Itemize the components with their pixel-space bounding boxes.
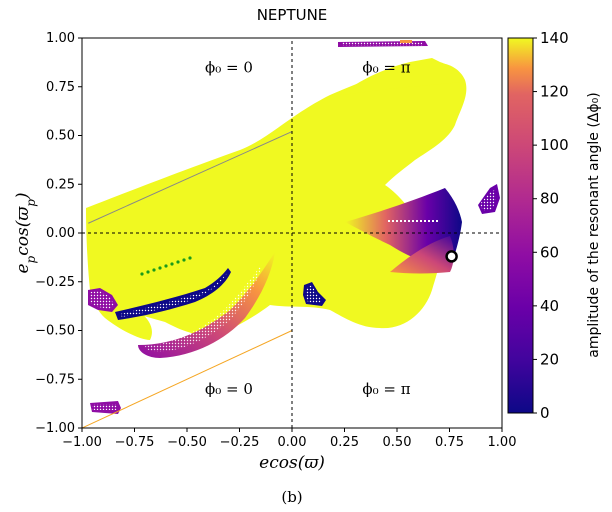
figure-caption: (b) <box>281 488 302 506</box>
region-label: ϕ₀ = π <box>362 58 410 76</box>
gray-line <box>88 131 293 224</box>
y-axis-label: epcos(ϖp) <box>13 192 38 273</box>
y-tick-label: −0.25 <box>35 275 75 290</box>
resonance-wedge-tail <box>390 236 454 274</box>
planet-marker <box>445 250 458 263</box>
island-far-right-dots <box>480 190 496 211</box>
y-tick-label: 0.75 <box>46 80 75 95</box>
x-tick-label: 0.00 <box>278 435 307 450</box>
colorbar-tick-label: 40 <box>540 297 559 315</box>
orange-line <box>82 330 293 428</box>
x-tick-label: 0.25 <box>330 435 359 450</box>
colorbar-ticks: 0 20 40 60 80 100 120 140 <box>533 29 569 422</box>
top-strip-orange <box>400 40 412 43</box>
colorbar-tick-label: 60 <box>540 243 559 261</box>
y-tick-label: 1.00 <box>46 31 75 46</box>
resonance-band-dots <box>145 264 262 352</box>
x-tick-label: −0.50 <box>167 435 207 450</box>
island-left-dots <box>90 291 114 309</box>
plot-area <box>82 38 502 428</box>
chart-title: NEPTUNE <box>257 6 328 24</box>
colorbar <box>507 37 534 414</box>
colorbar-tick-label: 0 <box>540 404 550 422</box>
x-tick-label: 0.75 <box>435 435 464 450</box>
x-tick-label: −1.00 <box>62 435 102 450</box>
blue-patch-dots <box>305 285 322 303</box>
blue-band <box>115 268 231 320</box>
colorbar-tick-label: 80 <box>540 190 559 208</box>
green-dots <box>140 256 192 276</box>
x-tick-label: −0.25 <box>220 435 260 450</box>
y-tick-label: −0.75 <box>35 372 75 387</box>
island-bottom-left-dots <box>92 404 117 410</box>
y-tick-label: 0.00 <box>46 226 75 241</box>
top-strip-dots <box>342 42 422 46</box>
x-tick-label: −0.75 <box>115 435 155 450</box>
y-axis-ticks: 1.00 0.75 0.50 0.25 0.00 −0.25 −0.50 −0.75 −1.00 <box>35 31 82 436</box>
x-axis-ticks: −1.00 −0.75 −0.50 −0.25 0.00 0.25 0.50 0.75 1.00 <box>62 428 516 450</box>
y-tick-label: −0.50 <box>35 324 75 339</box>
colorbar-tick-label: 100 <box>540 136 569 154</box>
x-tick-label: 0.50 <box>383 435 412 450</box>
resonance-cloud-main <box>86 62 467 336</box>
y-tick-label: −1.00 <box>35 421 75 436</box>
x-axis-label: ecos(ϖ) <box>259 453 325 473</box>
region-labels: ϕ₀ = 0 ϕ₀ = π ϕ₀ = 0 ϕ₀ = π <box>205 58 411 398</box>
blue-band-dots <box>120 273 227 317</box>
colorbar-tick-label: 120 <box>540 83 569 101</box>
y-tick-label: 0.25 <box>46 177 75 192</box>
region-label: ϕ₀ = π <box>362 380 410 398</box>
region-label: ϕ₀ = 0 <box>205 58 253 76</box>
resonance-cloud-upper <box>340 58 462 95</box>
y-tick-label: 0.50 <box>46 129 75 144</box>
colorbar-label: amplitude of the resonant angle (Δϕ₀) <box>586 92 602 357</box>
region-label: ϕ₀ = 0 <box>205 380 253 398</box>
colorbar-tick-label: 20 <box>540 350 559 368</box>
x-tick-label: 1.00 <box>488 435 517 450</box>
colorbar-tick-label: 140 <box>540 29 569 47</box>
